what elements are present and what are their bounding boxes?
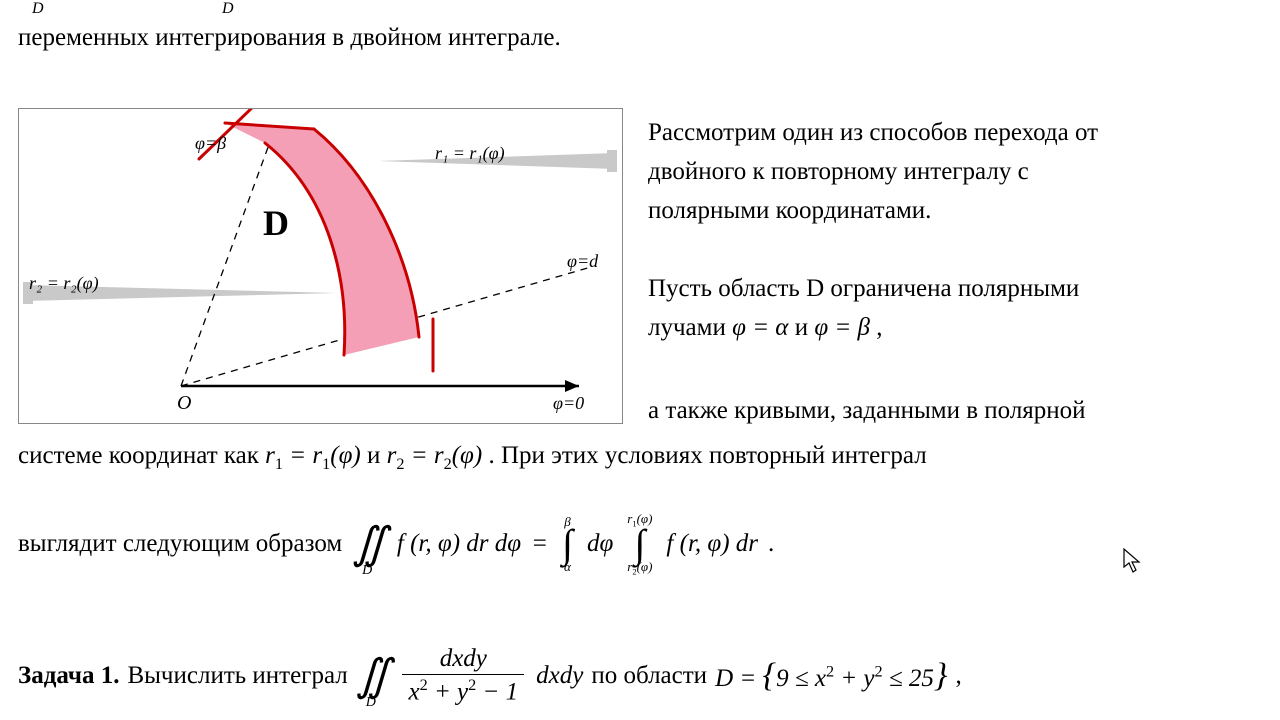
task-label: Задача 1. (18, 662, 119, 690)
diagram-label-phi_beta: φ=β (195, 133, 226, 153)
p4e2s: 2 (396, 455, 404, 473)
p4e1l: r (265, 442, 275, 469)
task-tail1: dxdy (536, 662, 583, 690)
fdm: + y (428, 679, 468, 706)
task-comma: , (956, 662, 962, 690)
diagram-label-phi_d: φ=d (567, 251, 599, 271)
int1-bot: α (564, 560, 571, 573)
int1-body: dφ (587, 530, 613, 558)
equals: = (531, 530, 548, 558)
task-int-sub: D (366, 697, 376, 710)
problem-1: Задача 1. Вычислить интеграл ∬ D dxdy x2… (18, 646, 1278, 706)
doml: D = (715, 665, 762, 692)
p1-line-c: полярными координатами. (648, 197, 931, 224)
p4a: системе координат как (18, 442, 265, 469)
dblint-sub: D (362, 565, 372, 578)
int1-sym: ∫ (562, 528, 573, 560)
paragraph-2: Пусть область D ограничена полярными луч… (648, 270, 1278, 348)
bl: { (763, 657, 777, 694)
fragment-d-right: D (222, 0, 234, 18)
p1-line-a: Рассмотрим один из способов перехода от (648, 119, 1098, 146)
p4e2m: = r (405, 442, 444, 469)
p4-eq2: r2 = r2(φ) (387, 442, 489, 469)
dome1: 2 (826, 663, 834, 681)
domb: + y (834, 665, 874, 692)
task-dblint: ∬ D (356, 656, 391, 696)
p1-line-b: двойного к повторному интегралу с (648, 158, 1029, 185)
domc: ≤ 25 (883, 665, 934, 692)
frac-num: dxdy (434, 646, 493, 674)
p2-line-a: Пусть область D ограничена полярными (648, 275, 1079, 302)
p4b: . При этих условиях повторный интеграл (488, 442, 926, 469)
br: } (934, 657, 948, 694)
task-tail2: по области (591, 662, 707, 690)
p2-eq2: φ = β (814, 314, 870, 341)
diagram-label-r1: r₁ = r₁(φ) (435, 143, 505, 164)
diagram-label-phi_0: φ=0 (553, 393, 584, 413)
p4e1s: 1 (275, 455, 283, 473)
paragraph-1: Рассмотрим один из способов перехода от … (648, 114, 1278, 230)
iterated-integral-formula: выглядит следующим образом ∬ D f (r, φ) … (18, 512, 1278, 576)
fde1: 2 (420, 676, 428, 694)
fdr: − 1 (476, 679, 518, 706)
p2-comma: , (876, 314, 882, 341)
text-line-1: переменных интегрирования в двойном инте… (18, 24, 561, 52)
p4e1m: = r (283, 442, 322, 469)
p4e2s2: 2 (444, 455, 452, 473)
fragment-d-left: D (32, 0, 44, 18)
p4e2r: (φ) (452, 442, 482, 469)
p2-mid: и (795, 314, 815, 341)
formula-lead: выглядит следующим образом (18, 530, 342, 558)
int2-sym: ∫ (634, 528, 645, 560)
mouse-cursor-icon (1123, 548, 1143, 574)
diagram-label-D: D (263, 203, 289, 243)
int2-body: f (r, φ) dr (666, 530, 758, 558)
i2br: (φ) (637, 559, 653, 574)
frac-den: x2 + y2 − 1 (402, 674, 524, 706)
dome2: 2 (875, 663, 883, 681)
p4-and: и (367, 442, 387, 469)
p4-eq1: r1 = r1(φ) (265, 442, 367, 469)
formula-period: . (768, 530, 774, 558)
paragraph-3: а также кривыми, заданными в полярной (648, 392, 1278, 431)
first-single-integral: β ∫ α (562, 515, 573, 573)
double-integral-symbol: ∬ D (352, 524, 387, 564)
fdl: x (408, 679, 419, 706)
second-single-integral: r1(φ) ∫ r2(φ) (627, 512, 652, 576)
lhs-body: f (r, φ) dr dφ (397, 530, 521, 558)
polar-region-figure: φ=β r₁ = r₁(φ) r₂ = r₂(φ) Dφ=d Oφ=0 (18, 108, 623, 424)
paragraph-4: системе координат как r1 = r1(φ) и r2 = … (18, 432, 1278, 480)
diagram-svg: φ=β r₁ = r₁(φ) r₂ = r₂(φ) Dφ=d Oφ=0 (19, 109, 624, 425)
task-lead: Вычислить интеграл (127, 662, 347, 690)
diagram-label-O: O (177, 392, 191, 414)
p2-line-b-pre: лучами (648, 314, 732, 341)
p4e1r: (φ) (330, 442, 360, 469)
int2-bot: r2(φ) (627, 560, 652, 576)
task-fraction: dxdy x2 + y2 − 1 (402, 646, 524, 706)
p4e2l: r (387, 442, 397, 469)
task-domain: D = {9 ≤ x2 + y2 ≤ 25} (715, 657, 947, 695)
dblint-sym: ∬ (352, 519, 387, 568)
p2-eq1: φ = α (732, 314, 788, 341)
task-int-sym: ∬ (356, 651, 391, 700)
diagram-label-r2: r₂ = r₂(φ) (29, 273, 99, 294)
doma: 9 ≤ x (776, 665, 826, 692)
